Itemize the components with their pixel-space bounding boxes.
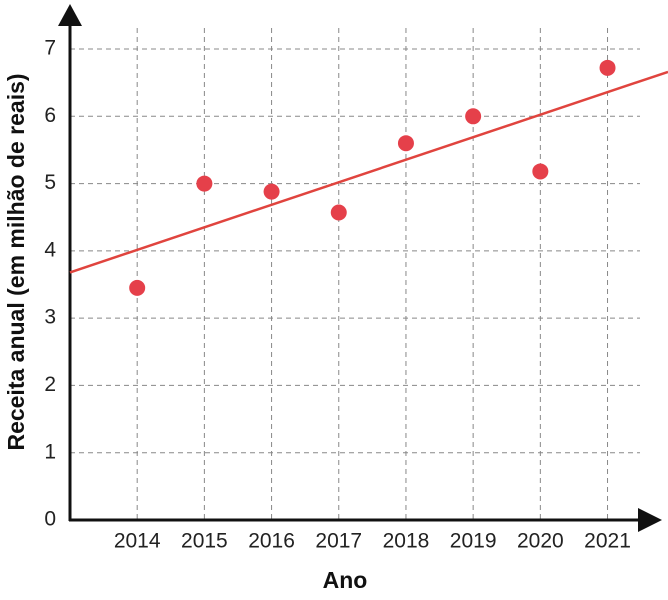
x-tick-label: 2021 [584, 530, 631, 553]
x-tick-label: 2019 [450, 530, 497, 553]
x-tick-label: 2018 [383, 530, 430, 553]
point [330, 204, 347, 221]
point [397, 135, 414, 152]
y-axis-title: Receita anual (em milhão de reais) [3, 73, 29, 450]
point [263, 183, 280, 200]
y-tick-label: 6 [44, 104, 56, 127]
x-tick-label: 2015 [181, 530, 228, 553]
y-tick-label: 7 [44, 37, 56, 60]
x-tick-label: 2020 [517, 530, 564, 553]
point [196, 175, 213, 192]
x-tick-label: 2017 [315, 530, 362, 553]
x-tick-label: 2014 [114, 530, 161, 553]
point [599, 59, 616, 76]
y-tick-label: 2 [44, 373, 56, 396]
point [129, 279, 146, 296]
y-axis-arrow [58, 4, 82, 26]
y-tick-label: 4 [44, 238, 56, 261]
y-tick-label: 1 [44, 440, 56, 463]
y-tick-label: 3 [44, 306, 56, 329]
point [532, 163, 549, 180]
grid [70, 28, 640, 520]
x-axis-title: Ano [323, 567, 368, 593]
point [465, 108, 482, 125]
y-tick-label: 0 [44, 508, 56, 531]
x-tick-label: 2016 [248, 530, 295, 553]
x-axis-arrow [638, 508, 662, 532]
trend-line [69, 70, 668, 274]
y-tick-label: 5 [44, 171, 56, 194]
